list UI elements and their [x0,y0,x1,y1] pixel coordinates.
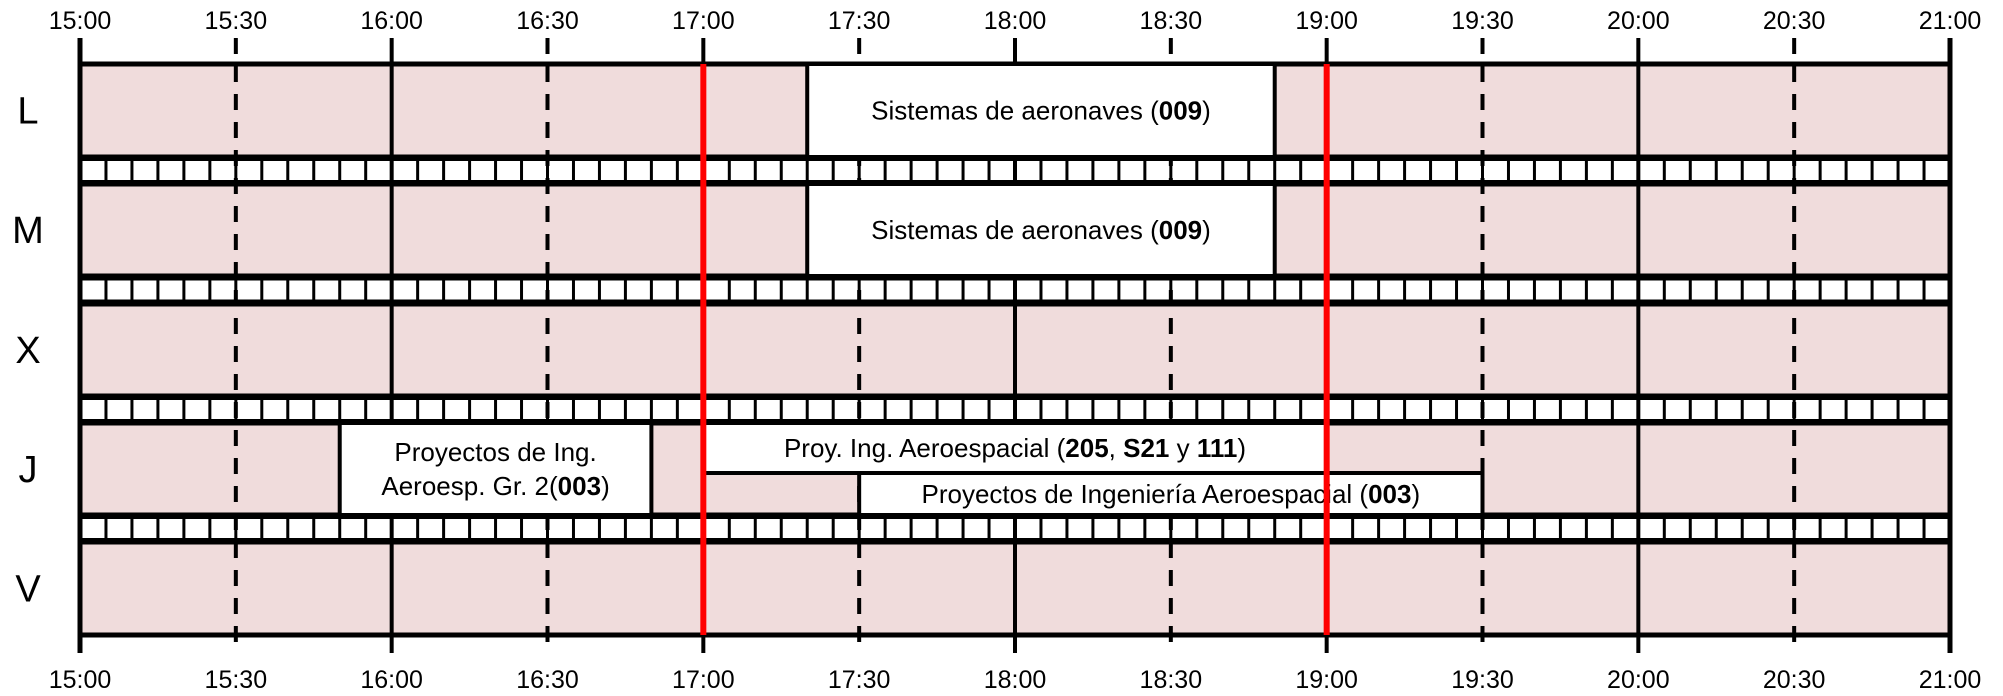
top-time-label: 15:30 [205,7,268,35]
top-time-label: 19:00 [1295,7,1358,35]
event-label-part: Sistemas de aeronaves ( [871,215,1159,245]
event-label-part: Proyectos de Ingeniería Aeroespacial ( [921,479,1368,509]
top-time-label: 20:00 [1607,7,1670,35]
bottom-time-label: 20:30 [1763,666,1826,694]
bottom-time-label: 20:00 [1607,666,1670,694]
event-label-bold-part: 205 [1065,433,1108,463]
event-label-part: Sistemas de aeronaves ( [871,96,1159,126]
day-label-M: M [12,210,44,252]
event-label-bold-part: 003 [558,471,601,501]
event-label-bold-part: S21 [1123,433,1169,463]
top-time-label: 17:00 [672,7,735,35]
event-block[interactable] [337,421,654,517]
top-time-label: 17:30 [828,7,891,35]
bottom-time-label: 18:00 [984,666,1047,694]
bottom-time-label: 16:30 [516,666,579,694]
event-label-part: Proyectos de Ing. [394,437,596,467]
event-label-bold-part: 009 [1159,96,1202,126]
event-label-part: ) [1237,433,1246,463]
bottom-time-label: 17:00 [672,666,735,694]
bottom-time-label: 16:00 [360,666,423,694]
event-label: Sistemas de aeronaves (009) [871,215,1211,245]
event-label-part: Proy. Ing. Aeroespacial ( [784,433,1066,463]
day-label-L: L [17,91,38,133]
event-label: Sistemas de aeronaves (009) [871,96,1211,126]
bottom-time-label: 17:30 [828,666,891,694]
event-block[interactable] [805,182,1277,278]
top-time-label: 20:30 [1763,7,1826,35]
schedule-events: Sistemas de aeronaves (009)Sistemas de a… [337,62,1485,517]
event-label: Aeroesp. Gr. 2(003) [381,471,609,501]
event-label-part: ) [601,471,610,501]
bottom-time-label: 19:00 [1295,666,1358,694]
event-label-part: ) [1411,479,1420,509]
day-label-X: X [15,330,40,372]
event-block[interactable] [805,62,1277,159]
top-time-label: 15:00 [49,7,112,35]
event-label-part: , [1109,433,1123,463]
event-label: Proyectos de Ingeniería Aeroespacial (00… [921,479,1420,509]
schedule-labels: 15:00 15:00 15:30 15:30 16:00 16:00 16:30 16:30… [12,7,1981,694]
top-time-label: 16:00 [360,7,423,35]
event-label-part: y [1169,433,1196,463]
top-time-label: 18:00 [984,7,1047,35]
event-block[interactable] [857,471,1485,517]
event-label-part: ) [1202,215,1211,245]
event-label-bold-part: 009 [1159,215,1202,245]
event-label: Proy. Ing. Aeroespacial (205, S21 y 111) [784,433,1246,463]
top-time-label: 21:00 [1919,7,1982,35]
top-time-label: 16:30 [516,7,579,35]
event-label-bold-part: 003 [1368,479,1411,509]
top-time-label: 19:30 [1451,7,1514,35]
day-label-V: V [15,569,41,611]
event-label-part: ) [1202,96,1211,126]
event-label-part: Aeroesp. Gr. 2( [381,471,558,501]
bottom-time-label: 18:30 [1140,666,1203,694]
event-label-bold-part: 111 [1197,433,1238,463]
top-time-label: 18:30 [1140,7,1203,35]
bottom-time-label: 21:00 [1919,666,1982,694]
bottom-time-label: 15:30 [205,666,268,694]
highlight-lines [700,64,1330,635]
bottom-time-label: 15:00 [49,666,112,694]
day-label-J: J [19,449,38,491]
event-label: Proyectos de Ing. [394,437,596,467]
bottom-time-label: 19:30 [1451,666,1514,694]
